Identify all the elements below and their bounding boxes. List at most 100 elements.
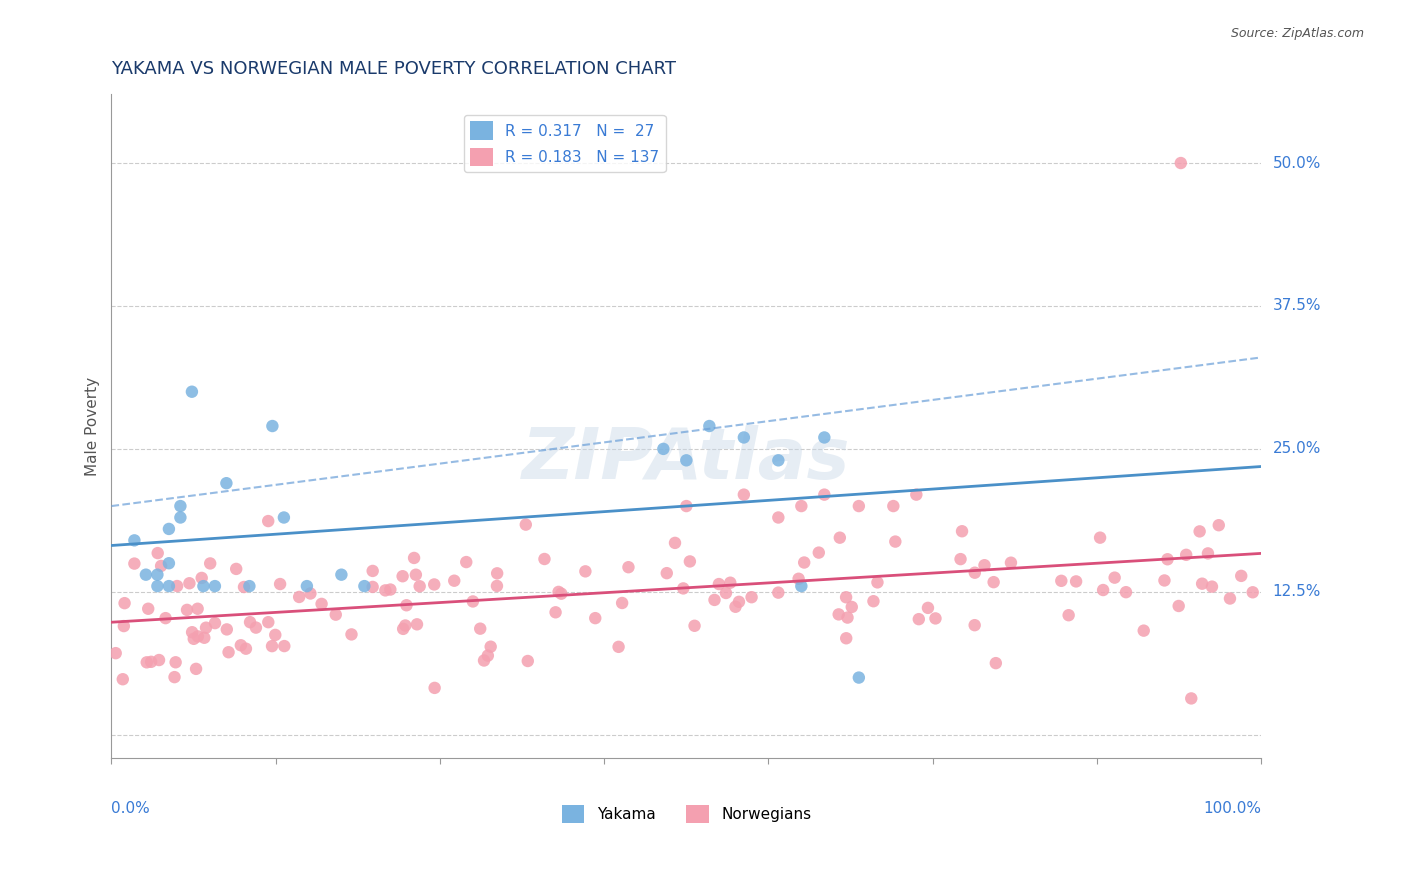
Point bbox=[169, 510, 191, 524]
Point bbox=[146, 546, 169, 560]
Point bbox=[1191, 576, 1213, 591]
Point bbox=[733, 488, 755, 502]
Point bbox=[882, 499, 904, 513]
Point bbox=[790, 499, 813, 513]
Point bbox=[1175, 548, 1198, 562]
Point bbox=[361, 580, 384, 594]
Point bbox=[264, 628, 287, 642]
Point bbox=[193, 579, 215, 593]
Point bbox=[924, 611, 946, 625]
Point bbox=[477, 648, 499, 663]
Point bbox=[1230, 569, 1253, 583]
Point bbox=[768, 510, 790, 524]
Point bbox=[325, 607, 347, 622]
Point bbox=[374, 583, 396, 598]
Point bbox=[607, 640, 630, 654]
Point bbox=[907, 612, 929, 626]
Point bbox=[652, 442, 675, 456]
Point bbox=[1050, 574, 1073, 588]
Point bbox=[683, 619, 706, 633]
Point bbox=[215, 476, 238, 491]
Point bbox=[166, 579, 188, 593]
Point bbox=[218, 645, 240, 659]
Point bbox=[1156, 552, 1178, 566]
Point bbox=[703, 593, 725, 607]
Point bbox=[664, 536, 686, 550]
Point bbox=[124, 533, 146, 548]
Point bbox=[423, 681, 446, 695]
Point bbox=[215, 623, 238, 637]
Text: 25.0%: 25.0% bbox=[1272, 442, 1322, 457]
Point bbox=[707, 577, 730, 591]
Point bbox=[146, 567, 169, 582]
Point bbox=[884, 534, 907, 549]
Point bbox=[456, 555, 478, 569]
Point bbox=[949, 552, 972, 566]
Point bbox=[380, 582, 402, 597]
Point bbox=[675, 453, 697, 467]
Point bbox=[235, 641, 257, 656]
Point bbox=[193, 631, 215, 645]
Point bbox=[353, 579, 375, 593]
Point bbox=[837, 610, 859, 624]
Point bbox=[848, 499, 870, 513]
Text: ZIPAtlas: ZIPAtlas bbox=[522, 425, 851, 493]
Point bbox=[361, 564, 384, 578]
Point bbox=[405, 567, 427, 582]
Point bbox=[963, 618, 986, 632]
Point bbox=[470, 622, 492, 636]
Point bbox=[111, 672, 134, 686]
Point bbox=[905, 488, 928, 502]
Point bbox=[157, 556, 180, 570]
Point bbox=[204, 616, 226, 631]
Point bbox=[180, 384, 202, 399]
Point bbox=[1153, 574, 1175, 588]
Point bbox=[983, 575, 1005, 590]
Point bbox=[176, 603, 198, 617]
Point bbox=[190, 571, 212, 585]
Point bbox=[163, 670, 186, 684]
Point bbox=[963, 566, 986, 580]
Point bbox=[655, 566, 678, 581]
Point bbox=[155, 611, 177, 625]
Point bbox=[330, 567, 353, 582]
Text: Source: ZipAtlas.com: Source: ZipAtlas.com bbox=[1230, 27, 1364, 40]
Point bbox=[391, 569, 413, 583]
Text: 12.5%: 12.5% bbox=[1272, 584, 1322, 599]
Point bbox=[260, 639, 283, 653]
Point bbox=[404, 550, 426, 565]
Point bbox=[273, 510, 295, 524]
Point bbox=[1057, 608, 1080, 623]
Point bbox=[617, 560, 640, 574]
Point bbox=[1241, 585, 1264, 599]
Point bbox=[148, 653, 170, 667]
Text: 100.0%: 100.0% bbox=[1204, 801, 1261, 815]
Point bbox=[288, 590, 311, 604]
Point bbox=[724, 599, 747, 614]
Point bbox=[835, 632, 858, 646]
Point bbox=[679, 554, 702, 568]
Point bbox=[187, 629, 209, 643]
Text: 0.0%: 0.0% bbox=[111, 801, 150, 815]
Point bbox=[1104, 571, 1126, 585]
Point bbox=[229, 638, 252, 652]
Point bbox=[273, 639, 295, 653]
Point bbox=[1188, 524, 1211, 539]
Point bbox=[183, 632, 205, 646]
Point bbox=[165, 655, 187, 669]
Point bbox=[479, 640, 502, 654]
Point bbox=[841, 599, 863, 614]
Point bbox=[1167, 599, 1189, 613]
Point bbox=[728, 595, 751, 609]
Point bbox=[408, 579, 430, 593]
Point bbox=[472, 653, 495, 667]
Point bbox=[233, 580, 256, 594]
Point bbox=[718, 575, 741, 590]
Point bbox=[104, 646, 127, 660]
Point bbox=[443, 574, 465, 588]
Point bbox=[672, 582, 695, 596]
Point bbox=[848, 671, 870, 685]
Point bbox=[184, 662, 207, 676]
Point bbox=[112, 619, 135, 633]
Point bbox=[204, 579, 226, 593]
